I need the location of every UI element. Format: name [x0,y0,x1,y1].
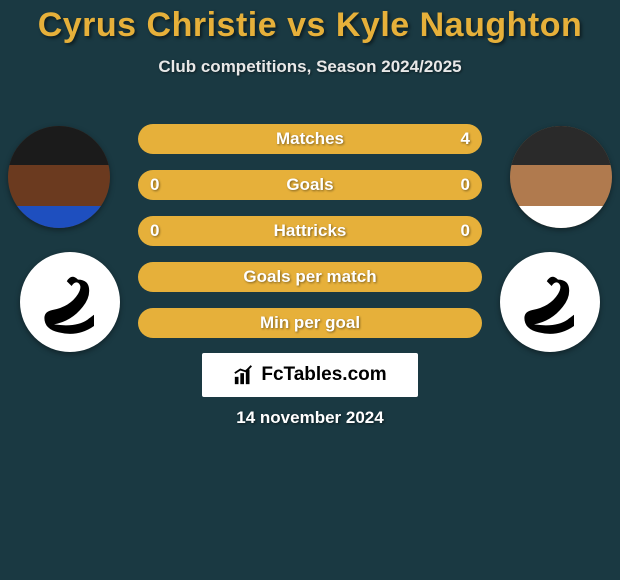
comparison-title: Cyrus Christie vs Kyle Naughton [0,0,620,45]
face-hair-right [510,126,612,165]
jersey-right [510,206,612,228]
stat-rows: Matches 4 0 Goals 0 0 Hattricks 0 Goals … [138,124,482,354]
stat-row-goals: 0 Goals 0 [138,170,482,200]
stat-row-hattricks: 0 Hattricks 0 [138,216,482,246]
stat-row-matches: Matches 4 [138,124,482,154]
stat-right-value: 0 [461,175,470,195]
stat-label: Goals per match [243,267,376,287]
jersey-left [8,206,110,228]
club-logo-right [500,252,600,352]
stat-row-mpg: Min per goal [138,308,482,338]
player-photo-right [510,126,612,228]
stat-left-value: 0 [150,175,159,195]
title-player1: Cyrus Christie [38,6,277,44]
title-player2: Kyle Naughton [336,6,582,44]
generated-date: 14 november 2024 [0,408,620,428]
player-photo-left [8,126,110,228]
brand-text: FcTables.com [261,364,386,386]
stat-left-value: 0 [150,221,159,241]
brand-box[interactable]: FcTables.com [202,353,418,397]
stat-right-value: 0 [461,221,470,241]
stat-label: Min per goal [260,313,360,333]
stat-label: Goals [286,175,333,195]
face-hair-left [8,126,110,165]
swan-icon [30,262,110,342]
stat-right-value: 4 [461,129,470,149]
club-logo-left [20,252,120,352]
season-subtitle: Club competitions, Season 2024/2025 [0,57,620,77]
stat-label: Hattricks [274,221,347,241]
title-vs: vs [287,6,326,44]
swan-icon [510,262,590,342]
stat-row-gpm: Goals per match [138,262,482,292]
stat-label: Matches [276,129,344,149]
chart-icon [233,364,255,386]
